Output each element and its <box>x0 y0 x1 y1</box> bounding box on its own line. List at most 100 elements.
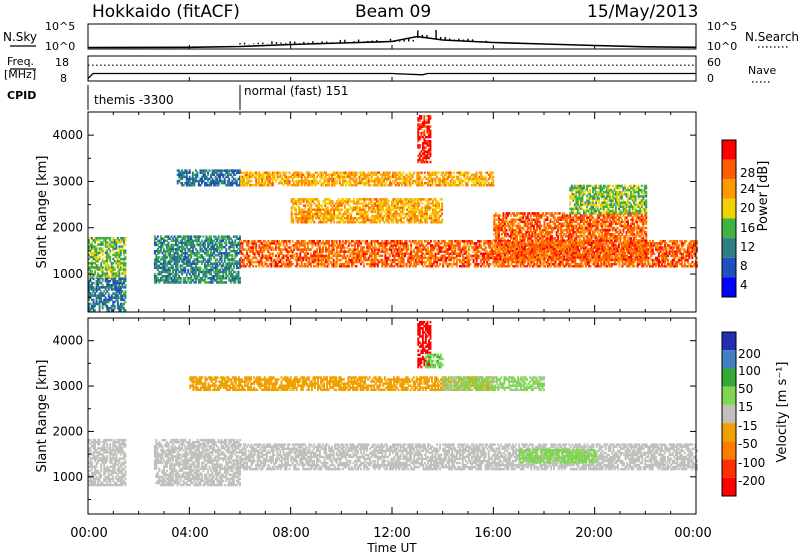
heatmap-cell <box>454 246 457 249</box>
heatmap-cell <box>247 242 250 245</box>
heatmap-cell <box>651 265 654 268</box>
heatmap-cell <box>343 248 346 251</box>
heatmap-cell <box>250 240 253 243</box>
heatmap-cell <box>156 272 159 276</box>
heatmap-cell <box>97 251 100 255</box>
heatmap-cell <box>104 288 107 291</box>
heatmap-cell <box>98 247 101 250</box>
heatmap-cell <box>89 251 92 255</box>
heatmap-cell <box>246 184 249 187</box>
heatmap-cell <box>92 306 95 310</box>
heatmap-cell <box>210 252 213 255</box>
heatmap-cell <box>398 175 401 179</box>
heatmap-cell <box>370 258 373 262</box>
heatmap-cell <box>379 242 382 245</box>
heatmap-cell <box>410 258 413 262</box>
heatmap-cell <box>340 173 343 177</box>
heatmap-cell <box>408 171 411 174</box>
heatmap-cell <box>475 265 478 268</box>
heatmap-cell <box>396 242 399 245</box>
heatmap-cell <box>632 244 635 247</box>
heatmap-cell <box>101 237 104 240</box>
heatmap-cell <box>650 252 653 255</box>
heatmap-cell <box>113 241 116 244</box>
heatmap-cell <box>533 252 536 255</box>
heatmap-cell <box>311 256 314 260</box>
heatmap-cell <box>349 242 352 245</box>
heatmap-cell <box>259 246 262 249</box>
heatmap-cell <box>309 242 312 245</box>
heatmap-cell <box>234 241 237 245</box>
heatmap-cell <box>188 262 191 265</box>
heatmap-cell <box>234 262 237 265</box>
heatmap-cell <box>349 171 352 174</box>
heatmap-cell <box>328 258 331 262</box>
heatmap-cell <box>97 288 100 291</box>
heatmap-cell <box>267 265 270 268</box>
heatmap-cell <box>300 260 303 264</box>
heatmap-cell <box>116 270 119 273</box>
heatmap-cell <box>688 244 691 247</box>
heatmap-cell <box>109 243 112 246</box>
heatmap-cell <box>190 281 193 284</box>
heatmap-cell <box>205 281 208 284</box>
heatmap-cell <box>181 184 184 187</box>
heatmap-cell <box>234 173 237 177</box>
heatmap-cell <box>375 179 378 183</box>
heatmap-cell <box>112 245 115 248</box>
heatmap-cell <box>527 262 530 266</box>
heatmap-cell <box>282 242 285 245</box>
heatmap-cell <box>367 244 370 247</box>
heatmap-cell <box>243 177 245 181</box>
heatmap-cell <box>112 296 115 299</box>
heatmap-cell <box>399 175 402 179</box>
heatmap-cell <box>181 181 184 185</box>
heatmap-cell <box>411 240 414 243</box>
heatmap-cell <box>225 171 228 174</box>
heatmap-cell <box>123 292 125 295</box>
heatmap-cell <box>194 275 197 278</box>
heatmap-cell <box>475 258 478 262</box>
heatmap-cell <box>471 240 473 243</box>
heatmap-cell <box>156 250 159 253</box>
heatmap-cell <box>176 245 179 249</box>
heatmap-cell <box>109 298 112 302</box>
heatmap-cell <box>326 248 329 251</box>
heatmap-cell <box>302 256 305 260</box>
heatmap-cell <box>196 260 199 263</box>
heatmap-cell <box>231 275 234 278</box>
heatmap-cell <box>363 175 366 179</box>
heatmap-cell <box>683 250 686 253</box>
heatmap-cell <box>363 184 366 187</box>
heatmap-cell <box>648 256 651 260</box>
heatmap-cell <box>632 242 635 245</box>
heatmap-cell <box>92 300 95 304</box>
heatmap-cell <box>376 265 379 268</box>
heatmap-cell <box>522 246 525 249</box>
heatmap-cell <box>673 240 676 243</box>
heatmap-cell <box>361 181 364 185</box>
heatmap-cell <box>119 292 122 295</box>
heatmap-cell <box>507 265 510 268</box>
heatmap-cell <box>515 262 518 266</box>
heatmap-cell <box>370 248 373 251</box>
heatmap-cell <box>300 177 303 181</box>
heatmap-cell <box>178 254 181 257</box>
heatmap-cell <box>583 262 586 266</box>
heatmap-cell <box>557 258 560 262</box>
heatmap-cell <box>156 247 159 251</box>
heatmap-cell <box>358 181 361 185</box>
heatmap-cell <box>682 256 685 260</box>
heatmap-cell <box>101 257 104 261</box>
heatmap-cell <box>475 262 478 266</box>
heatmap-cell <box>98 249 101 252</box>
heatmap-cell <box>104 251 107 255</box>
heatmap-cell <box>360 262 363 266</box>
heatmap-cell <box>338 175 341 179</box>
heatmap-cell <box>452 262 455 266</box>
heatmap-cell <box>659 242 662 245</box>
heatmap-cell <box>199 171 202 174</box>
heatmap-cell <box>313 252 315 255</box>
heatmap-cell <box>325 254 328 258</box>
heatmap-cell <box>219 177 222 181</box>
